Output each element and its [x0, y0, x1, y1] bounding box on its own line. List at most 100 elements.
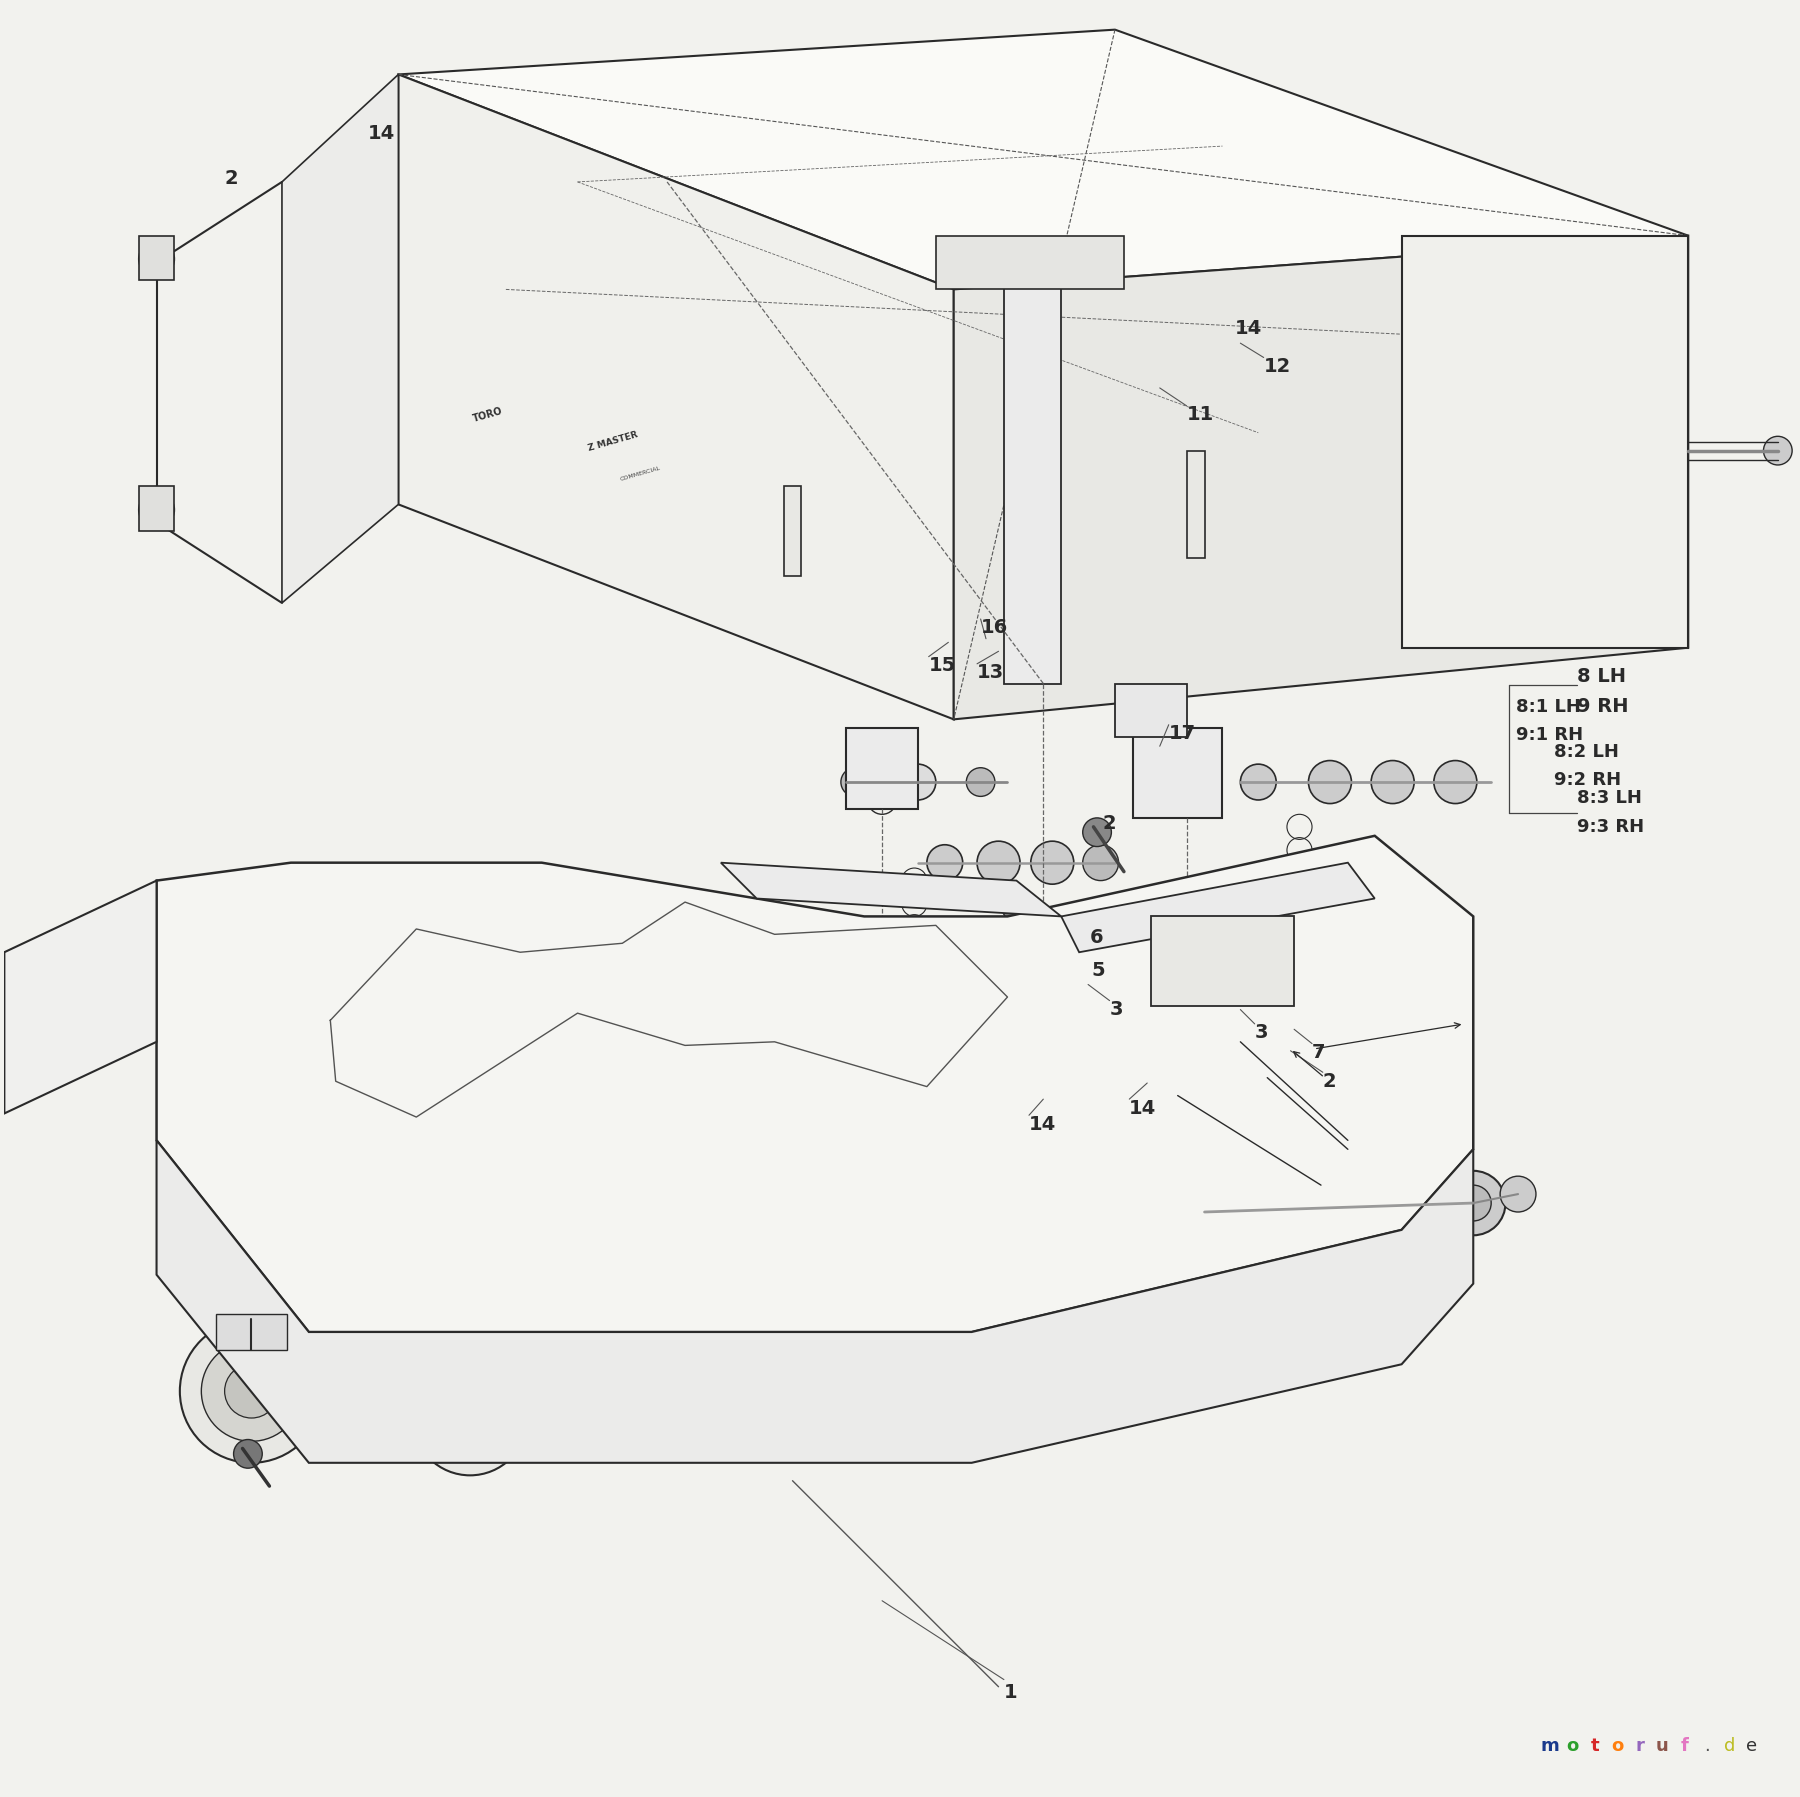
Text: 12: 12 — [1264, 358, 1291, 376]
Text: 8 LH: 8 LH — [1577, 667, 1625, 686]
Circle shape — [139, 492, 175, 528]
Circle shape — [1084, 845, 1118, 881]
Text: COMMERCIAL: COMMERCIAL — [619, 465, 661, 482]
Circle shape — [1435, 760, 1476, 803]
Circle shape — [1499, 1177, 1535, 1211]
Circle shape — [148, 501, 166, 519]
Bar — [1417, 289, 1487, 415]
Polygon shape — [157, 1141, 1472, 1463]
Circle shape — [202, 1341, 302, 1441]
Text: .: . — [1705, 1738, 1710, 1756]
Text: m: m — [1541, 1738, 1559, 1756]
Text: u: u — [1656, 1738, 1669, 1756]
Circle shape — [900, 764, 936, 800]
Circle shape — [599, 902, 770, 1075]
Circle shape — [1372, 760, 1415, 803]
Circle shape — [927, 845, 963, 881]
Text: 8:1 LH: 8:1 LH — [1516, 697, 1580, 715]
Circle shape — [1456, 1186, 1490, 1220]
Polygon shape — [783, 487, 801, 577]
Text: r: r — [1636, 1738, 1645, 1756]
Circle shape — [855, 925, 1017, 1087]
Text: 14: 14 — [1129, 1098, 1157, 1118]
Circle shape — [614, 1033, 704, 1123]
Circle shape — [148, 250, 166, 268]
Text: 3: 3 — [1109, 1001, 1123, 1019]
Circle shape — [398, 1006, 434, 1042]
Circle shape — [225, 1364, 279, 1418]
Circle shape — [1442, 1172, 1505, 1235]
Text: 17: 17 — [1168, 724, 1195, 744]
Text: 2: 2 — [1323, 1071, 1336, 1091]
Polygon shape — [720, 863, 1062, 916]
Polygon shape — [398, 74, 954, 719]
Polygon shape — [398, 29, 1688, 289]
Circle shape — [139, 241, 175, 277]
Text: 8:2 LH: 8:2 LH — [1553, 742, 1618, 760]
Polygon shape — [846, 728, 918, 809]
Circle shape — [234, 1439, 263, 1468]
Polygon shape — [1062, 863, 1375, 952]
Text: 9:2 RH: 9:2 RH — [1553, 771, 1622, 789]
Text: 6: 6 — [1089, 929, 1103, 947]
Polygon shape — [216, 1314, 288, 1350]
Text: 11: 11 — [1186, 406, 1213, 424]
Text: d: d — [1724, 1738, 1735, 1756]
Text: 1: 1 — [1004, 1682, 1017, 1702]
Polygon shape — [1132, 728, 1222, 818]
Circle shape — [434, 1382, 506, 1454]
Circle shape — [313, 1064, 412, 1164]
Circle shape — [412, 1360, 527, 1475]
Circle shape — [331, 1082, 394, 1146]
Circle shape — [967, 767, 995, 796]
Circle shape — [324, 931, 509, 1118]
Polygon shape — [936, 235, 1123, 289]
Text: 8:3 LH: 8:3 LH — [1577, 789, 1642, 807]
Circle shape — [878, 949, 994, 1064]
Polygon shape — [1402, 235, 1688, 647]
Circle shape — [632, 1051, 686, 1105]
Circle shape — [1499, 280, 1589, 370]
Circle shape — [1031, 841, 1075, 884]
Polygon shape — [139, 235, 175, 280]
Circle shape — [1084, 818, 1111, 846]
Circle shape — [1312, 1177, 1355, 1218]
Text: TORO: TORO — [472, 406, 504, 424]
Circle shape — [922, 992, 950, 1021]
Circle shape — [650, 952, 720, 1024]
Polygon shape — [1186, 451, 1204, 559]
Bar — [497, 1033, 659, 1150]
Text: 9 RH: 9 RH — [1577, 697, 1629, 717]
Text: 13: 13 — [977, 663, 1004, 683]
Circle shape — [376, 985, 455, 1064]
Circle shape — [1003, 893, 1031, 922]
Circle shape — [1499, 388, 1589, 478]
Circle shape — [1240, 764, 1276, 800]
Text: Z MASTER: Z MASTER — [587, 429, 639, 453]
Text: f: f — [1681, 1738, 1688, 1756]
Polygon shape — [954, 235, 1688, 719]
Polygon shape — [1004, 271, 1062, 683]
Circle shape — [1309, 760, 1352, 803]
Circle shape — [347, 956, 484, 1093]
Circle shape — [180, 1319, 324, 1463]
Text: 2: 2 — [1102, 814, 1116, 832]
Text: 9:3 RH: 9:3 RH — [1577, 818, 1643, 836]
Circle shape — [904, 974, 968, 1039]
Circle shape — [841, 767, 869, 796]
Polygon shape — [4, 881, 157, 1114]
Text: 7: 7 — [1312, 1042, 1325, 1062]
Text: 5: 5 — [1091, 961, 1105, 979]
Polygon shape — [283, 74, 398, 604]
Text: o: o — [1611, 1738, 1624, 1756]
Circle shape — [670, 972, 702, 1005]
Text: 14: 14 — [1235, 320, 1262, 338]
Polygon shape — [1114, 683, 1186, 737]
Text: 16: 16 — [981, 618, 1008, 638]
Text: o: o — [1566, 1738, 1579, 1756]
Polygon shape — [0, 925, 4, 1114]
Circle shape — [977, 841, 1021, 884]
Text: 9:1 RH: 9:1 RH — [1516, 726, 1584, 744]
Bar — [855, 1033, 990, 1132]
Text: 3: 3 — [1255, 1022, 1269, 1042]
